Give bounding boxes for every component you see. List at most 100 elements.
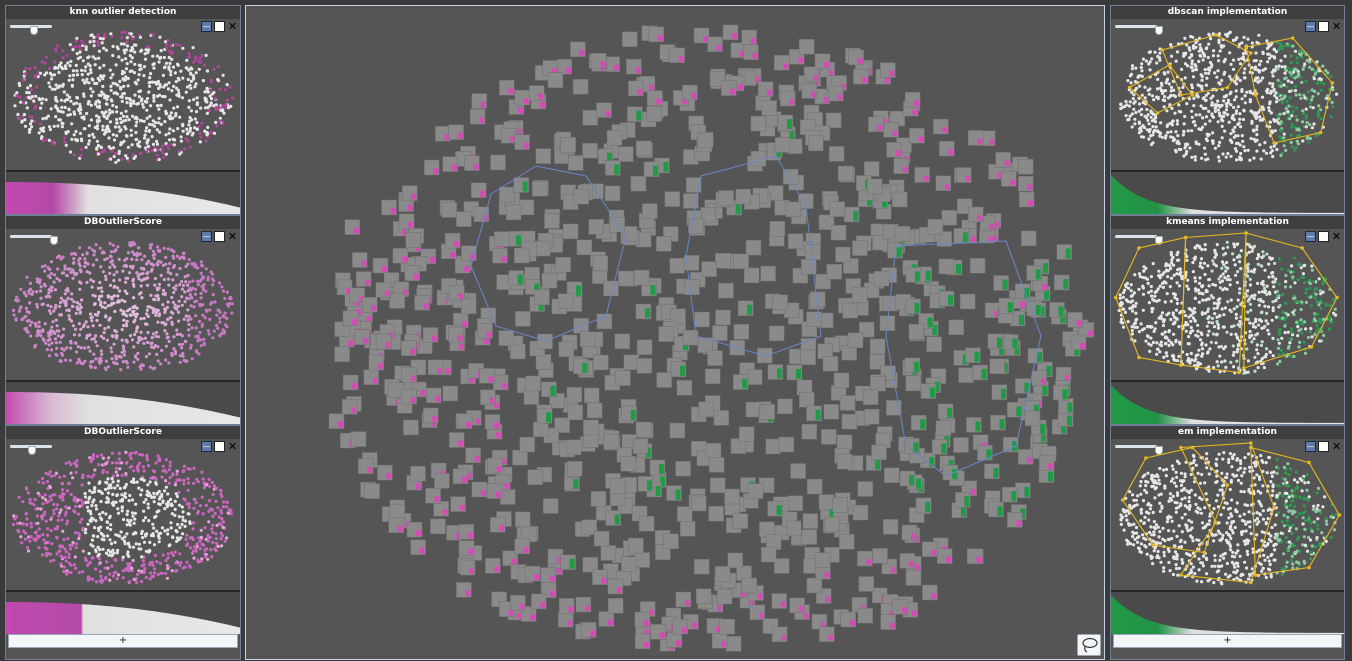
slider-thumb[interactable] [1155,236,1163,245]
close-button[interactable]: ✕ [1331,440,1342,453]
main-glyph-view[interactable] [245,5,1105,660]
glyph [904,357,921,374]
glyph [1031,370,1048,386]
maximize-button[interactable] [214,441,225,452]
glyph-scatter-canvas[interactable] [246,6,1104,659]
cluster-histogram[interactable] [1111,380,1344,424]
threshold-slider[interactable] [10,25,52,35]
threshold-slider[interactable] [10,235,58,245]
glyph [832,497,848,513]
maximize-button[interactable] [1318,441,1329,452]
maximize-button[interactable] [214,231,225,242]
glyph [499,186,515,203]
slider-thumb[interactable] [30,26,38,35]
glyph [593,530,610,547]
minimize-button[interactable]: — [201,441,212,452]
maximize-button[interactable] [1318,231,1329,242]
glyph [389,503,406,520]
maximize-button[interactable] [214,21,225,32]
glyph [519,436,535,453]
glyph [883,122,899,138]
points [1117,240,1338,375]
minimize-button[interactable]: — [1305,441,1316,452]
scatter-plot[interactable] [6,20,240,170]
close-button[interactable]: ✕ [1331,20,1342,33]
glyph [423,407,439,424]
glyph [814,53,831,69]
points [12,240,234,372]
glyph [953,437,969,453]
glyph [565,439,582,456]
threshold-slider[interactable] [1115,25,1163,35]
glyph [966,417,982,433]
glyph [334,346,350,362]
close-button[interactable]: ✕ [1331,230,1342,243]
scatter-plot[interactable] [1111,230,1344,380]
glyph [656,236,672,252]
maximize-button[interactable] [1318,21,1329,32]
close-button[interactable]: ✕ [227,20,238,33]
glyph [743,44,759,60]
minimize-button[interactable]: — [201,231,212,242]
lasso-button[interactable] [1077,634,1101,656]
cluster-histogram[interactable] [1111,590,1344,634]
glyph [583,419,599,436]
glyph [448,326,464,343]
threshold-slider[interactable] [10,445,52,455]
glyph [828,146,845,162]
minimize-button[interactable]: — [1305,231,1316,242]
slider-thumb[interactable] [28,446,36,455]
slider-thumb[interactable] [50,236,58,245]
glyph [534,240,551,257]
glyph [514,247,530,264]
glyph [542,498,559,514]
cluster-histogram[interactable] [1111,170,1344,214]
glyph [806,478,823,495]
glyph [1026,300,1042,317]
score-histogram[interactable] [6,590,240,634]
histogram-bars [1111,385,1344,424]
window-buttons: — ✕ [1305,231,1342,242]
glyph [404,265,421,282]
glyph [464,155,480,171]
slider-thumb[interactable] [1155,26,1163,35]
scatter-plot[interactable] [1111,440,1344,590]
glyph [991,384,1008,400]
glyph [534,289,550,306]
panel-controls: — ✕ [1111,20,1344,35]
glyph [531,593,547,610]
scatter-plot[interactable] [1111,20,1344,170]
minimize-button[interactable]: — [1305,21,1316,32]
glyph [632,438,649,455]
glyph [771,593,787,609]
glyph [738,426,755,443]
glyph [899,553,916,569]
glyph [566,460,583,477]
scatter-plot[interactable] [6,440,240,590]
glyph [525,375,541,392]
threshold-slider[interactable] [1115,235,1163,245]
glyph [603,280,619,297]
glyph [958,367,974,383]
glyph [904,91,921,108]
glyph [927,219,944,235]
glyph [500,127,517,144]
glyph [614,333,631,350]
glyph [433,501,449,517]
glyph [669,47,685,64]
window-buttons: — ✕ [201,21,238,32]
minimize-button[interactable]: — [201,21,212,32]
glyph [858,576,875,592]
close-button[interactable]: ✕ [227,230,238,243]
glyph [403,419,419,436]
close-button[interactable]: ✕ [227,440,238,453]
glyph [609,478,626,494]
glyph [777,398,793,415]
score-histogram[interactable] [6,380,240,424]
glyph [984,302,1001,318]
add-panel-button[interactable]: + [1113,634,1342,648]
score-histogram[interactable] [6,170,240,214]
scatter-plot[interactable] [6,230,240,380]
add-panel-button[interactable]: + [8,634,238,648]
glyph [709,477,726,494]
